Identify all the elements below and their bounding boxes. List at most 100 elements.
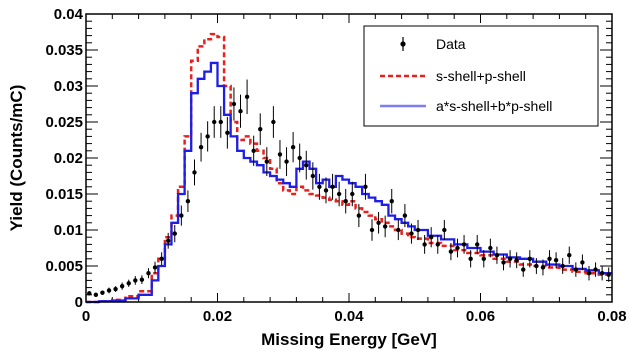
data-point [534, 263, 539, 269]
data-point [258, 127, 263, 132]
data-point [244, 94, 250, 100]
data-point [475, 242, 480, 247]
data-point [87, 291, 92, 296]
data-point [481, 256, 486, 261]
x-tick-label: 0.08 [597, 308, 626, 325]
data-point [330, 184, 335, 189]
data-point [113, 286, 118, 292]
x-axis-title: Missing Energy [GeV] [261, 330, 437, 349]
y-tick-label: 0.04 [54, 6, 84, 23]
data-point [310, 173, 316, 179]
legend-entry-fit: a*s-shell+b*p-shell [380, 98, 552, 114]
data-point [225, 130, 230, 135]
data-point [396, 227, 401, 233]
y-tick-label: 0.035 [45, 42, 83, 59]
data-point [468, 256, 473, 261]
series-s-p-shell [86, 32, 612, 304]
data-point [422, 242, 427, 247]
data-point [409, 231, 414, 236]
y-tick-label: 0 [75, 294, 83, 311]
data-point [567, 253, 572, 258]
legend-label-fit: a*s-shell+b*p-shell [436, 98, 552, 114]
y-tick-label: 0.025 [45, 114, 83, 131]
legend-entry-s-p-shell: s-shell+p-shell [380, 68, 526, 84]
data-point [304, 163, 309, 168]
data-point [106, 288, 112, 293]
data-point [494, 253, 500, 258]
x-tick-labels: 0 0.02 0.04 0.06 0.08 [82, 308, 627, 325]
data-point [231, 101, 237, 107]
data-point [442, 227, 447, 233]
x-tick-label: 0 [82, 308, 90, 325]
data-point [521, 267, 526, 272]
data-point [527, 256, 533, 261]
data-point [212, 119, 217, 125]
legend-label-data: Data [436, 36, 466, 52]
data-point [119, 283, 125, 289]
data-point [455, 245, 460, 251]
data-point [560, 263, 565, 269]
data-point [461, 242, 467, 247]
data-point [415, 227, 421, 233]
data-point [501, 260, 506, 265]
y-axis-title: Yield (Counts/mC) [7, 85, 26, 232]
data-point [376, 220, 381, 225]
data-point [428, 235, 434, 240]
data-point [238, 109, 243, 114]
data-point [264, 159, 270, 164]
y-tick-label: 0.02 [54, 150, 83, 167]
data-point [192, 170, 197, 175]
data-point [389, 199, 394, 204]
data-point [336, 191, 342, 197]
x-tick-label: 0.04 [334, 308, 364, 325]
data-point [514, 258, 519, 263]
data-point [146, 271, 151, 276]
data-point [290, 145, 296, 150]
data-point [547, 256, 552, 261]
data-point [363, 184, 368, 189]
data-point [297, 155, 302, 161]
data-point [382, 224, 388, 229]
data-point [593, 267, 598, 272]
data-point [198, 145, 204, 150]
data-point [317, 184, 322, 189]
data-point [205, 134, 210, 139]
data-point [586, 271, 592, 276]
data-point [271, 119, 276, 125]
data-point [277, 152, 283, 157]
x-tick-label: 0.02 [203, 308, 232, 325]
data-point [152, 265, 158, 270]
data-point [218, 119, 223, 125]
data-point [159, 256, 164, 261]
data-point [435, 242, 440, 247]
y-tick-label: 0.01 [54, 222, 83, 239]
data-point [402, 213, 408, 218]
y-tick-labels: 0 0.005 0.01 0.015 0.02 0.025 0.03 0.035 0.04 [45, 6, 83, 311]
y-tick-label: 0.005 [45, 258, 83, 275]
data-point [580, 260, 585, 265]
data-point [100, 290, 105, 295]
legend-label-s-p-shell: s-shell+p-shell [436, 68, 526, 84]
x-tick-label: 0.06 [466, 308, 495, 325]
data-point [139, 277, 145, 282]
data-point [133, 278, 138, 283]
data-point [448, 249, 454, 254]
data-point [179, 213, 184, 218]
data-point [507, 256, 513, 261]
data-point [185, 199, 191, 204]
data-point [356, 213, 362, 218]
legend: Data s-shell+p-shell a*s-shell+b*p-shell [363, 25, 599, 127]
series-fit [86, 61, 612, 304]
data-point [553, 258, 559, 263]
series-layer [86, 32, 612, 304]
data-point [540, 265, 546, 270]
data-point [488, 245, 493, 251]
data-point [323, 188, 329, 193]
y-tick-label: 0.03 [54, 78, 83, 95]
data-point [251, 148, 256, 153]
data-point [284, 159, 289, 164]
legend-entry-data: Data [400, 36, 466, 52]
data-point [165, 238, 171, 243]
data-point [350, 191, 355, 197]
